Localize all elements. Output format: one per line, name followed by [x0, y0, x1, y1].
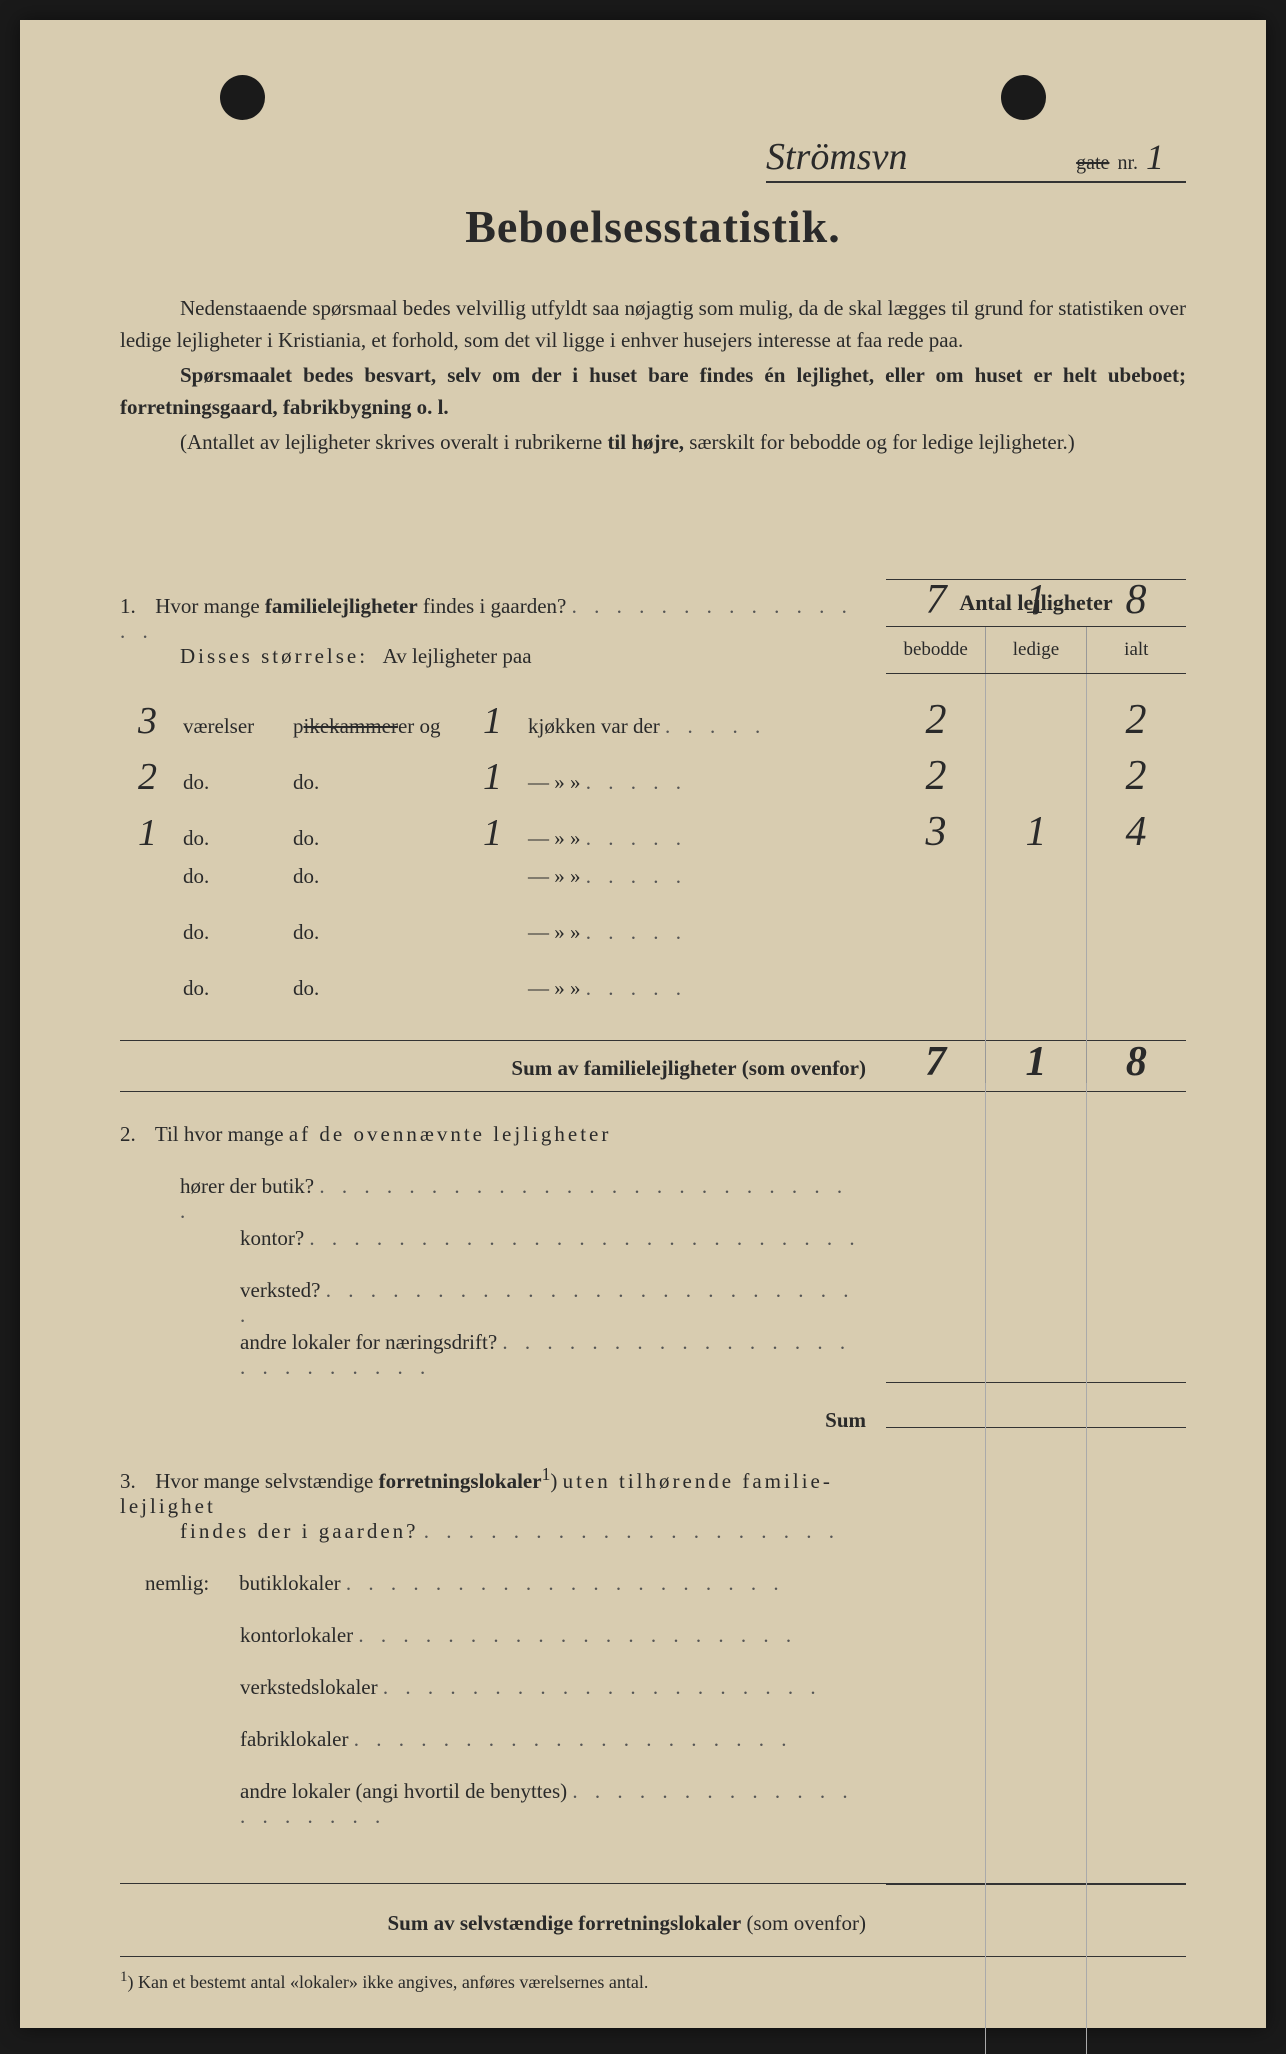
- vaerelser-label: værelser: [175, 714, 285, 739]
- cell-ledige: [986, 696, 1086, 744]
- q3-row: 3. Hvor mange selvstændige forretningslo…: [120, 1464, 1186, 1519]
- kjokken-label: — » » . . . . .: [520, 920, 886, 945]
- q1-size-row: do. do. — » » . . . . .: [120, 864, 1186, 920]
- q1-sum-ledige: 1: [985, 1041, 1085, 1083]
- q3-subrow: kontorlokaler . . . . . . . . . . . . . …: [120, 1623, 1186, 1675]
- pikekammer-label: do.: [285, 864, 465, 889]
- q2-subrow: verksted? . . . . . . . . . . . . . . . …: [120, 1278, 1186, 1330]
- q2-subrow: andre lokaler for næringsdrift? . . . . …: [120, 1330, 1186, 1382]
- vaerelser-label: do.: [175, 976, 285, 1001]
- q2-sum-row: Sum: [120, 1382, 1186, 1434]
- col-ialt: ialt: [1086, 627, 1186, 673]
- q1-size-row: 1 do. do. 1 — » » . . . . . 3 1 4: [120, 808, 1186, 864]
- content-rows: 1. Hvor mange familielejligheter findes …: [120, 579, 1186, 1936]
- cell-ialt: 4: [1086, 808, 1186, 856]
- q1-ialt: 8: [1086, 579, 1186, 621]
- col-ledige: ledige: [985, 627, 1085, 673]
- page-title: Beboelsesstatistik.: [120, 200, 1186, 253]
- document-page: Strömsvn gate nr. 1 Beboelsesstatistik. …: [20, 20, 1266, 2028]
- pikekammer-label: do.: [285, 826, 465, 851]
- q1-bebodde: 7: [886, 579, 986, 621]
- punch-hole-right: [1001, 75, 1046, 120]
- cell-ialt: 2: [1086, 696, 1186, 744]
- header-number: 1: [1146, 136, 1186, 178]
- q1-size-row: do. do. — » » . . . . .: [120, 920, 1186, 976]
- cell-bebodde: 2: [886, 696, 986, 744]
- kjokken-label: — » » . . . . .: [520, 976, 886, 1001]
- kjokken-label: kjøkken var der . . . . .: [520, 714, 886, 739]
- intro-p3: (Antallet av lejligheter skrives overalt…: [120, 427, 1186, 459]
- vaerelser-label: do.: [175, 770, 285, 795]
- q3-row2: findes der i gaarden? . . . . . . . . . …: [120, 1519, 1186, 1571]
- footnote: 1) Kan et bestemt antal «lokaler» ikke a…: [120, 1956, 1186, 1993]
- kjokken-label: — » » . . . . .: [520, 770, 886, 795]
- q1-ledige: 1: [986, 579, 1086, 621]
- q2-subrow: hører der butik? . . . . . . . . . . . .…: [120, 1174, 1186, 1226]
- rooms-hw: 1: [120, 811, 175, 855]
- kjokken-hw: 1: [465, 755, 520, 799]
- q3-sum-row: Sum av selvstændige forretningslokaler (…: [120, 1883, 1186, 1936]
- intro-p2: Spørsmaalet bedes besvart, selv om der i…: [120, 360, 1186, 423]
- cell-ledige: 1: [986, 808, 1086, 856]
- q1-sum-bebodde: 7: [886, 1041, 985, 1083]
- q1-size-row: 3 værelser pikekammerer og 1 kjøkken var…: [120, 696, 1186, 752]
- rooms-hw: 2: [120, 755, 175, 799]
- intro-text: Nedenstaaende spørsmaal bedes velvillig …: [120, 293, 1186, 459]
- q3-subrow: fabriklokaler . . . . . . . . . . . . . …: [120, 1727, 1186, 1779]
- pikekammer-label: pikekammerer og: [285, 714, 465, 739]
- col-subheaders: bebodde ledige ialt: [886, 627, 1186, 674]
- cell-bebodde: 3: [886, 808, 986, 856]
- q3-blank-row: [120, 1831, 1186, 1883]
- q1-size-row: 2 do. do. 1 — » » . . . . . 2 2: [120, 752, 1186, 808]
- cell-bebodde: 2: [886, 752, 986, 800]
- cell-ialt: 2: [1086, 752, 1186, 800]
- q1-size-row: do. do. — » » . . . . .: [120, 976, 1186, 1032]
- q1-sum-ialt: 8: [1086, 1041, 1186, 1083]
- pikekammer-label: do.: [285, 770, 465, 795]
- q2-row: 2. Til hvor mange af de ovennævnte lejli…: [120, 1122, 1186, 1174]
- q3-subrow: verkstedslokaler . . . . . . . . . . . .…: [120, 1675, 1186, 1727]
- statistics-table: Antal lejligheter bebodde ledige ialt 1.…: [120, 579, 1186, 1936]
- q1-sum-row: Sum av familielejligheter (som ovenfor) …: [120, 1040, 1186, 1092]
- header-nr-label: nr.: [1117, 152, 1138, 175]
- header-address-line: Strömsvn gate nr. 1: [766, 135, 1186, 183]
- rooms-hw: 3: [120, 699, 175, 743]
- cell-ledige: [986, 752, 1086, 800]
- punch-hole-left: [220, 75, 265, 120]
- kjokken-hw: 1: [465, 699, 520, 743]
- vaerelser-label: do.: [175, 864, 285, 889]
- vaerelser-label: do.: [175, 826, 285, 851]
- intro-p1: Nedenstaaende spørsmaal bedes velvillig …: [120, 293, 1186, 356]
- q1-label: 1. Hvor mange familielejligheter findes …: [120, 594, 886, 644]
- kjokken-label: — » » . . . . .: [520, 826, 886, 851]
- pikekammer-label: do.: [285, 920, 465, 945]
- q3-subrow: nemlig:butiklokaler . . . . . . . . . . …: [120, 1571, 1186, 1623]
- kjokken-hw: 1: [465, 811, 520, 855]
- header-gate-strike: gate: [1076, 152, 1109, 175]
- header-street-name: Strömsvn: [766, 135, 1076, 179]
- q2-subrow: kontor? . . . . . . . . . . . . . . . . …: [120, 1226, 1186, 1278]
- kjokken-label: — » » . . . . .: [520, 864, 886, 889]
- pikekammer-label: do.: [285, 976, 465, 1001]
- vaerelser-label: do.: [175, 920, 285, 945]
- q3-subrow: andre lokaler (angi hvortil de benyttes)…: [120, 1779, 1186, 1831]
- q1-values: 7 1 8: [886, 579, 1186, 621]
- col-bebodde: bebodde: [886, 627, 985, 673]
